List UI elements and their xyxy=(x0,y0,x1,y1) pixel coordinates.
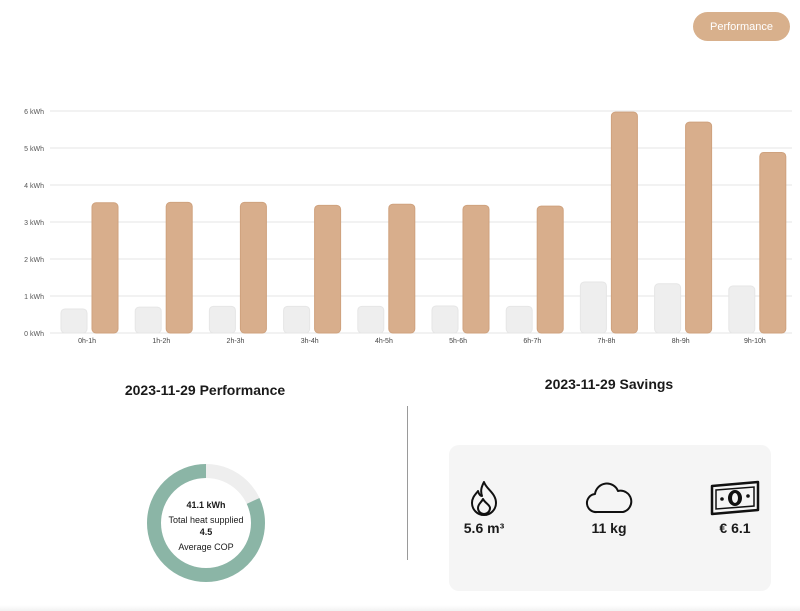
performance-button[interactable]: Performance xyxy=(693,12,790,41)
banknote-icon xyxy=(710,480,760,516)
bar-light xyxy=(654,283,682,334)
y-tick-label: 4 kWh xyxy=(24,183,44,190)
y-tick-label: 6 kWh xyxy=(24,109,44,116)
co2-saving-value: 11 kg xyxy=(591,520,627,536)
x-tick-label: 3h-4h xyxy=(301,338,319,345)
bar-light xyxy=(283,305,311,334)
bar-light xyxy=(579,281,607,334)
bar-main xyxy=(239,201,267,334)
co2-saving: 11 kg xyxy=(564,480,654,536)
energy-bar-chart: 0 kWh 1 kWh 2 kWh 3 kWh 4 kWh 5 kWh 6 kWh 0h-1h… xyxy=(24,109,792,345)
y-tick-label: 2 kWh xyxy=(24,257,44,264)
bar-light xyxy=(134,306,162,334)
savings-title: 2023-11-29 Savings xyxy=(544,376,674,392)
bar-main xyxy=(685,121,713,334)
y-tick-label: 1 kWh xyxy=(24,294,44,301)
cop-label: Average COP xyxy=(178,542,234,552)
x-tick-label: 6h-7h xyxy=(523,338,541,345)
gas-saving: 5.6 m³ xyxy=(439,480,529,536)
x-tick-label: 0h-1h xyxy=(78,338,96,345)
bar-light xyxy=(208,305,236,334)
cloud-icon xyxy=(586,482,633,514)
bar-main xyxy=(165,201,193,334)
flame-icon xyxy=(471,481,497,516)
donut-arc xyxy=(147,464,265,582)
bar-main xyxy=(610,111,638,334)
donut-center: 41.1 kWh Total heat supplied 4.5 Average… xyxy=(145,462,267,584)
x-tick-label: 4h-5h xyxy=(375,338,393,345)
heat-supplied-value: 41.1 kWh xyxy=(186,500,226,510)
bar-light xyxy=(431,305,459,334)
bar-main xyxy=(536,205,564,334)
money-saving-value: € 6.1 xyxy=(719,520,751,536)
bar-main xyxy=(91,202,119,334)
bar-light xyxy=(505,305,533,334)
performance-title: 2023-11-29 Performance xyxy=(124,382,286,398)
cop-donut-chart xyxy=(147,464,265,582)
bar-main xyxy=(759,151,787,334)
x-tick-label: 1h-2h xyxy=(152,338,170,345)
bottom-shade xyxy=(0,605,800,611)
x-tick-label: 5h-6h xyxy=(449,338,467,345)
x-tick-label: 9h-10h xyxy=(744,338,766,345)
y-tick-label: 5 kWh xyxy=(24,146,44,153)
bar-main xyxy=(388,203,416,334)
bar-light xyxy=(60,308,88,334)
savings-card: 5.6 m³ 11 kg € 6.1 xyxy=(449,445,771,591)
heat-supplied-label: Total heat supplied xyxy=(168,515,244,525)
y-tick-label: 3 kWh xyxy=(24,220,44,227)
x-tick-label: 2h-3h xyxy=(227,338,245,345)
y-tick-label: 0 kWh xyxy=(24,331,44,338)
x-tick-label: 8h-9h xyxy=(672,338,690,345)
bar-light xyxy=(728,285,756,334)
bar-light xyxy=(357,305,385,334)
x-tick-label: 7h-8h xyxy=(598,338,616,345)
cop-value: 4.5 xyxy=(199,527,213,537)
section-divider xyxy=(407,406,408,560)
money-saving: € 6.1 xyxy=(690,480,780,536)
gas-saving-value: 5.6 m³ xyxy=(463,520,505,536)
bar-main xyxy=(314,204,342,334)
bar-main xyxy=(462,204,490,334)
